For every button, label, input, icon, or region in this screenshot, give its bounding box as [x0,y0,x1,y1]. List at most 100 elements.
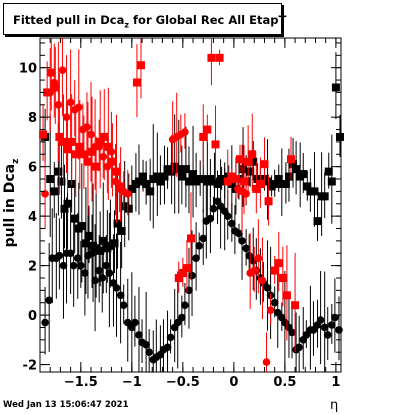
data-point-square [278,273,287,282]
x-tick-label: −1.5 [64,375,98,390]
data-point-square [127,184,136,193]
data-point-square [331,83,340,92]
data-point-square [149,175,158,184]
data-point-square [81,239,90,248]
data-point-square [106,241,115,250]
data-point-circle [181,301,189,310]
data-point-square [75,142,84,151]
data-point-circle [262,358,271,366]
data-point-circle [254,254,263,262]
data-point-circle [102,261,111,270]
data-point-square [92,244,101,253]
y-tick-label: 10 [19,62,37,77]
data-point-square [263,177,272,186]
data-point-square [83,157,92,166]
data-point-square [192,177,201,186]
data-point-square [46,175,55,184]
data-point-square [55,132,64,141]
data-point-circle [69,261,78,270]
data-point-square [310,187,319,196]
chart-title: Fitted pull in Dcaz for Global Rec All E… [3,3,286,35]
data-point-square [50,187,59,196]
data-point-circle [223,212,232,220]
data-point-square [120,202,129,211]
data-point-square [207,53,216,62]
data-point-square [96,246,105,255]
data-point-circle [123,190,132,198]
data-point-square [67,137,76,146]
data-point-circle [166,333,175,342]
y-tick-label: 4 [28,210,37,225]
data-point-circle [55,251,64,260]
data-point-square [231,175,240,184]
data-point-square [324,167,333,176]
data-point-circle [135,331,143,339]
chart-title-main: Fitted pull in Dca [13,13,125,27]
data-point-square [215,53,224,62]
data-point-square [100,132,109,141]
data-point-circle [331,313,339,322]
data-point-square [132,78,141,87]
data-point-circle [91,276,99,285]
data-point-square [174,273,183,282]
data-point-square [240,177,249,186]
data-point-square [289,160,298,169]
data-point-circle [206,214,215,223]
data-point-circle [242,244,250,253]
data-point-square [113,219,122,228]
data-point-circle [163,343,172,352]
data-point-square [189,170,198,179]
y-tick-label: 8 [28,111,37,126]
data-point-square [292,165,301,174]
data-point-square [227,179,236,188]
data-point-square [71,150,80,159]
data-point-circle [98,274,107,282]
data-point-circle [242,190,250,198]
data-point-square [163,165,172,174]
data-point-circle [263,284,272,292]
data-point-square [112,167,121,176]
data-point-square [256,179,265,188]
data-point-circle [270,298,279,307]
data-point-circle [235,229,243,238]
data-point-square [184,177,193,186]
data-point-square [77,222,86,231]
data-point-square [51,83,60,92]
data-point-circle [228,219,236,228]
chart-title-subscript: z [124,20,130,30]
data-point-circle [62,113,71,121]
data-point-square [270,179,279,188]
data-point-square [199,175,208,184]
data-point-square [211,140,220,149]
data-point-circle [195,242,203,250]
data-point-circle [74,103,83,112]
data-point-circle [83,123,91,131]
data-point-circle [199,234,208,243]
data-point-circle [66,98,75,107]
data-point-circle [238,237,246,245]
data-point-square [239,165,248,174]
data-point-square [306,187,315,196]
data-point-circle [320,323,329,332]
data-point-square [327,177,336,186]
data-point-circle [288,328,296,337]
data-point-square [270,266,279,275]
data-point-square [281,179,290,188]
data-point-square [235,155,244,164]
data-point-square [282,291,291,300]
y-tick-label: 2 [28,260,37,275]
data-point-circle [50,78,59,87]
data-point-square [320,192,329,201]
data-point-square [287,155,296,164]
data-point-square [187,234,196,243]
chart-title-rest: for Global Rec All EtapT [129,13,287,27]
data-point-circle [111,177,120,186]
data-point-circle [95,266,103,275]
data-point-circle [316,316,325,324]
data-point-circle [295,343,303,352]
data-point-square [134,177,143,186]
x-axis-label: η [330,398,339,413]
data-point-square [203,125,212,134]
data-point-square [110,239,119,248]
data-point-square [313,217,322,226]
